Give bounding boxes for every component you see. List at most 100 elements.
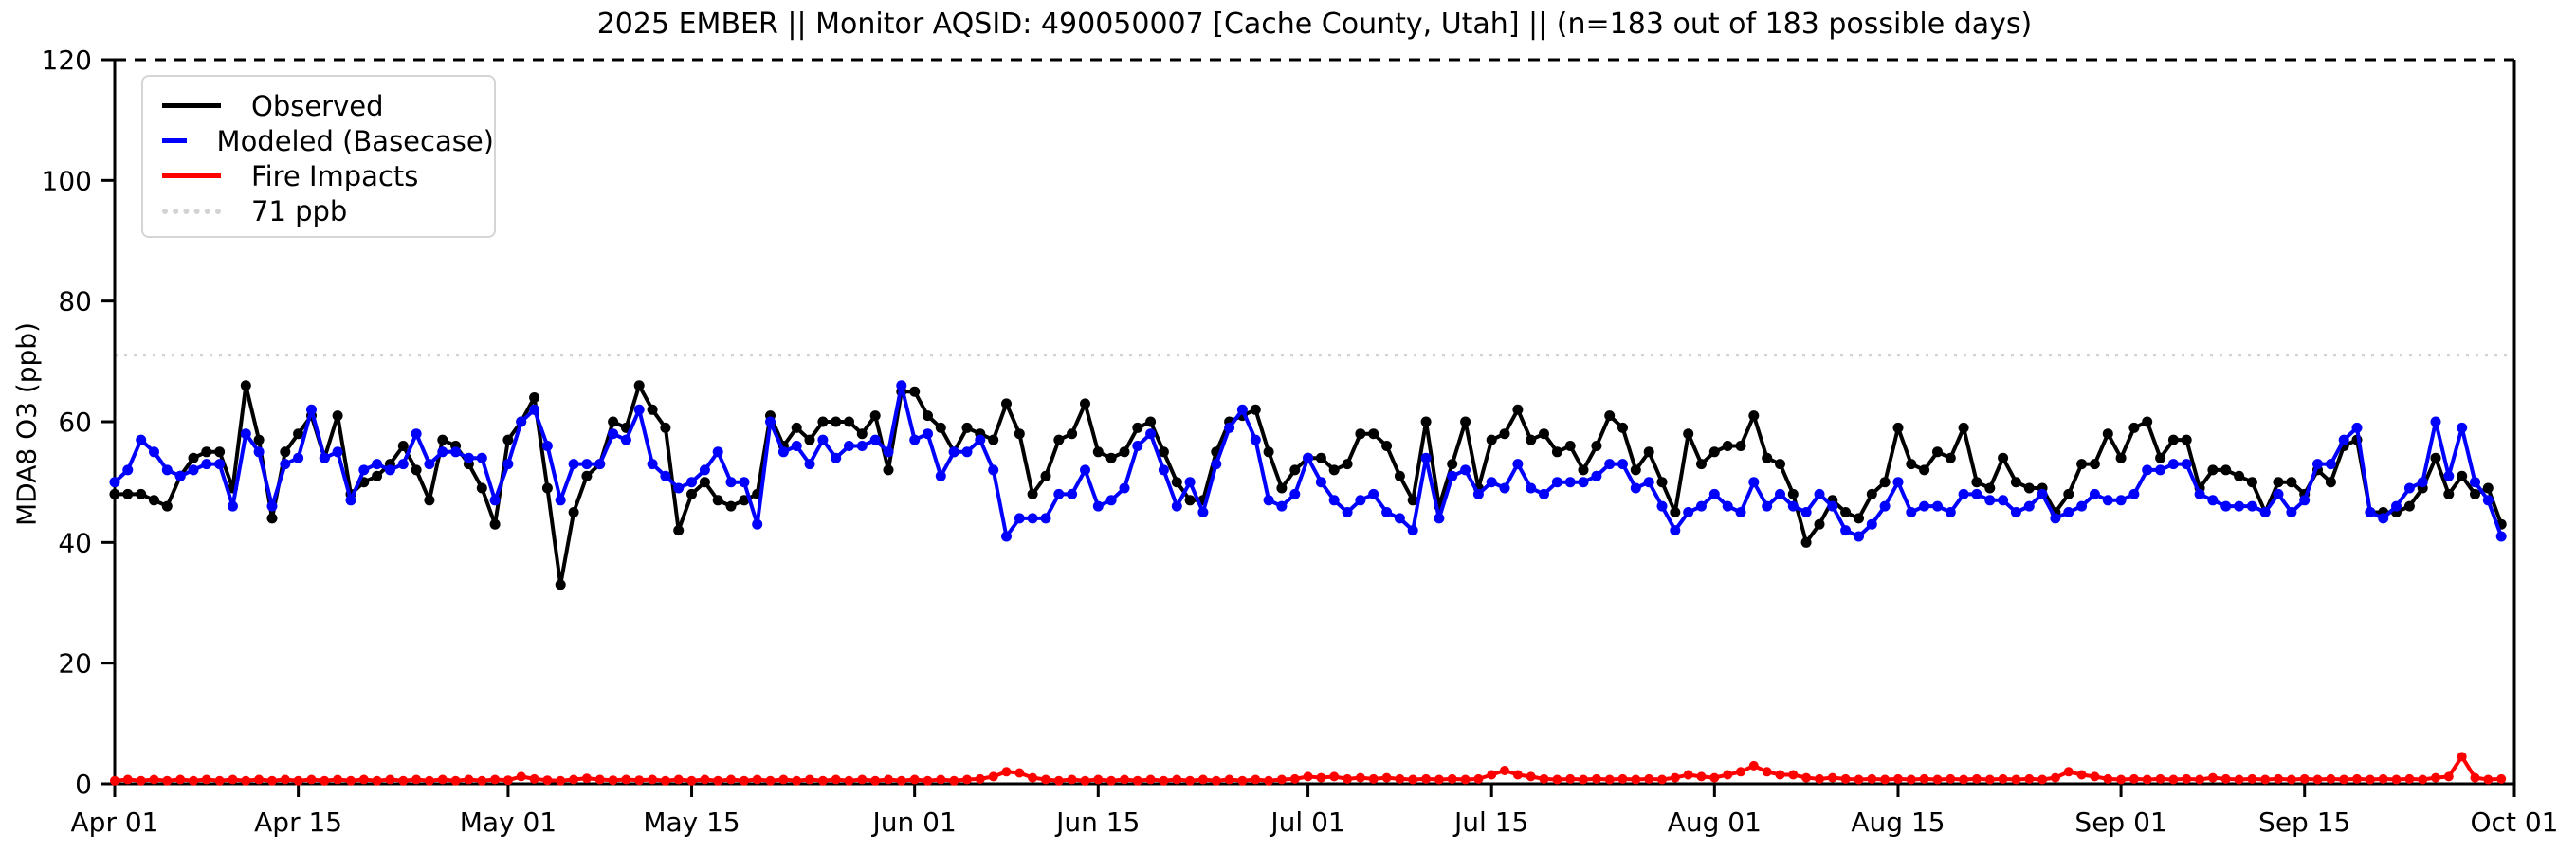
observed-point xyxy=(1696,459,1707,470)
modeled-point xyxy=(2312,459,2323,470)
modeled-point xyxy=(1866,518,1877,530)
fire-point xyxy=(949,775,959,786)
modeled-point xyxy=(2167,459,2179,470)
fire-point xyxy=(1696,771,1707,782)
fire-point xyxy=(2299,773,2310,784)
modeled-point xyxy=(2378,513,2389,524)
observed-point xyxy=(844,416,854,427)
fire-point xyxy=(1552,774,1562,785)
modeled-point xyxy=(791,441,802,451)
fire-point xyxy=(2116,774,2127,785)
modeled-point xyxy=(1814,488,1825,499)
fire-point xyxy=(2247,773,2257,784)
modeled-point xyxy=(2050,513,2061,524)
fire-point xyxy=(1264,775,1274,786)
observed-point xyxy=(1067,428,1078,440)
modeled-point xyxy=(1984,495,1996,506)
modeled-point xyxy=(1355,495,1366,506)
fire-point xyxy=(896,775,906,786)
modeled-point xyxy=(2246,500,2257,512)
fire-point xyxy=(122,774,133,785)
fire-point xyxy=(1604,774,1615,785)
observed-point xyxy=(869,410,881,422)
modeled-point xyxy=(1211,459,1222,470)
fire-point xyxy=(2011,774,2021,785)
observed-point xyxy=(1879,477,1891,488)
modeled-point xyxy=(1460,464,1471,476)
fire-point xyxy=(1421,773,1432,784)
modeled-point xyxy=(1014,513,1025,524)
fire-point xyxy=(1329,771,1340,782)
modeled-point xyxy=(1958,488,1969,499)
x-tick-label: Jul 01 xyxy=(1269,807,1344,838)
fire-point xyxy=(923,775,933,786)
modeled-point xyxy=(424,459,435,470)
modeled-point xyxy=(2325,459,2336,470)
modeled-point xyxy=(1407,525,1418,536)
observed-point xyxy=(214,446,226,458)
observed-point xyxy=(1394,470,1405,481)
fire-point xyxy=(713,775,723,786)
fire-point xyxy=(1657,774,1667,785)
modeled-point xyxy=(1472,488,1484,499)
fire-point xyxy=(464,774,474,785)
observed-point xyxy=(1132,422,1143,433)
modeled-point xyxy=(2023,500,2035,512)
fire-point xyxy=(739,775,749,786)
fire-point xyxy=(2274,773,2283,784)
observed-point xyxy=(1945,452,1956,463)
observed-point xyxy=(122,488,134,499)
observed-point xyxy=(2273,477,2284,488)
observed-point xyxy=(1800,536,1812,548)
observed-point xyxy=(1683,428,1694,440)
observed-point xyxy=(2246,477,2257,488)
x-tick-label: Aug 15 xyxy=(1851,807,1945,838)
modeled-point xyxy=(1368,488,1379,499)
modeled-point xyxy=(739,477,750,488)
modeled-point xyxy=(1053,488,1065,499)
modeled-point xyxy=(1604,459,1616,470)
observed-point xyxy=(699,477,710,488)
modeled-point xyxy=(673,482,685,494)
fire-point xyxy=(975,773,985,784)
modeled-point xyxy=(2417,477,2428,488)
fire-point xyxy=(2260,774,2271,785)
observed-point xyxy=(988,434,999,445)
observed-point xyxy=(1748,410,1760,422)
modeled-point xyxy=(1840,525,1852,536)
y-tick-label: 0 xyxy=(75,769,92,800)
modeled-point xyxy=(1184,477,1196,488)
observed-point xyxy=(502,434,514,445)
observed-point xyxy=(1906,459,1917,470)
modeled-point xyxy=(1067,488,1078,499)
observed-point xyxy=(1722,441,1733,451)
fire-point xyxy=(700,774,710,785)
fire-point xyxy=(1473,773,1484,784)
observed-point xyxy=(1263,446,1274,458)
fire-point xyxy=(1539,773,1549,784)
modeled-point xyxy=(1670,525,1681,536)
observed-point xyxy=(2063,488,2074,499)
modeled-point xyxy=(2102,495,2113,506)
modeled-point xyxy=(1132,441,1143,451)
fire-point xyxy=(2063,767,2074,777)
fire-line-sample xyxy=(162,173,221,178)
fire-point xyxy=(214,775,225,786)
fire-point xyxy=(2365,774,2375,785)
observed-point xyxy=(489,518,501,530)
x-tick-label: Jun 15 xyxy=(1054,807,1140,838)
observed-point xyxy=(201,446,212,458)
fire-point xyxy=(2024,773,2035,784)
observed-point xyxy=(856,428,868,440)
modeled-point xyxy=(1303,452,1314,463)
modeled-point xyxy=(1512,459,1524,470)
observed-point xyxy=(2220,464,2232,476)
observed-point xyxy=(1119,446,1130,458)
fire-point xyxy=(1709,772,1720,783)
modeled-point xyxy=(935,470,946,481)
x-tick-label: Sep 01 xyxy=(2074,807,2166,838)
observed-point xyxy=(935,422,946,433)
fire-point xyxy=(372,775,382,786)
fire-point xyxy=(1788,770,1799,780)
